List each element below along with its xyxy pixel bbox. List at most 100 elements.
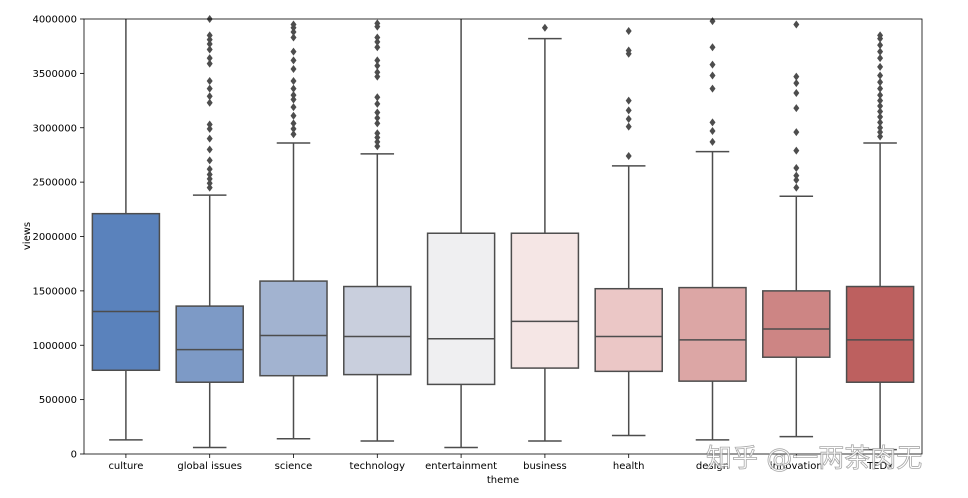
outlier-point: [374, 129, 381, 138]
x-tick-label: health: [613, 461, 645, 472]
outlier-point: [709, 17, 716, 26]
watermark-text: 知乎 @一两茶肉无: [706, 444, 922, 474]
outlier-point: [877, 54, 884, 63]
outlier-point: [625, 46, 632, 55]
outlier-point: [877, 128, 884, 137]
box-group-global-issues: [175, 15, 244, 449]
outlier-point: [374, 56, 381, 65]
outlier-point: [206, 156, 213, 165]
x-tick-label: science: [275, 461, 313, 472]
outlier-point: [290, 28, 297, 37]
outlier-point: [290, 111, 297, 120]
y-tick-label: 500000: [39, 395, 77, 406]
outlier-point: [374, 108, 381, 117]
outlier-point: [374, 93, 381, 102]
outlier-point: [793, 128, 800, 137]
x-tick-label: entertainment: [425, 461, 497, 472]
box-iqr: [343, 285, 412, 376]
outlier-point: [877, 107, 884, 116]
outlier-point: [709, 127, 716, 136]
outlier-point: [877, 47, 884, 56]
box-group-culture: [91, 19, 161, 441]
outlier-point: [206, 31, 213, 40]
outlier-point: [625, 26, 632, 35]
y-tick-label: 1500000: [32, 286, 77, 297]
x-tick-label: innovation: [770, 461, 823, 472]
x-tick-label: technology: [350, 461, 406, 472]
outlier-point: [793, 183, 800, 192]
x-tick-label: business: [523, 461, 567, 472]
y-axis-title: views: [22, 222, 33, 250]
outlier-point: [374, 68, 381, 77]
outlier-point: [877, 41, 884, 50]
box-group-entertainment: [426, 19, 496, 449]
box-group-design: [678, 17, 747, 441]
box-iqr: [175, 305, 244, 383]
outlier-point: [206, 170, 213, 179]
outlier-point: [206, 76, 213, 85]
box-layer: [91, 15, 915, 451]
outlier-point: [290, 103, 297, 112]
outlier-point: [709, 43, 716, 52]
outlier-point: [374, 137, 381, 146]
x-tick-label: design: [696, 461, 729, 472]
outlier-point: [206, 124, 213, 133]
outlier-point: [290, 119, 297, 128]
outlier-point: [877, 118, 884, 127]
outlier-point: [206, 134, 213, 143]
outlier-point: [290, 91, 297, 100]
y-tick-label: 2500000: [32, 178, 77, 189]
outlier-point: [793, 72, 800, 81]
box-iqr: [259, 280, 328, 377]
y-tick-label: 4000000: [32, 15, 77, 26]
outlier-point: [290, 47, 297, 56]
outlier-point: [374, 61, 381, 70]
outlier-point: [374, 37, 381, 46]
box-group-innovation: [762, 20, 831, 438]
outlier-point: [793, 88, 800, 97]
outlier-point: [206, 35, 213, 44]
x-tick-label: TEDx: [866, 461, 893, 472]
outlier-point: [625, 96, 632, 105]
y-axis: 0 500000 1000000 1500000 2000000 2500000 30000…: [32, 15, 84, 461]
box-group-technology: [343, 19, 412, 442]
y-tick-label: 0: [71, 450, 77, 461]
outlier-point: [877, 71, 884, 80]
outlier-point: [709, 137, 716, 146]
outlier-point: [206, 54, 213, 63]
box-group-tedx: [845, 31, 915, 451]
outlier-point: [877, 132, 884, 141]
outlier-point: [793, 146, 800, 155]
outlier-point: [793, 171, 800, 180]
outlier-point: [206, 165, 213, 174]
outlier-point: [877, 62, 884, 71]
outlier-point: [877, 102, 884, 110]
outlier-point: [625, 115, 632, 124]
y-tick-label: 3000000: [32, 123, 77, 134]
outlier-point: [374, 99, 381, 108]
x-axis-title: theme: [487, 475, 519, 486]
outlier-point: [793, 104, 800, 113]
outlier-point: [793, 79, 800, 88]
outlier-point: [206, 145, 213, 154]
x-axis: culture global issues science technology ent…: [108, 454, 893, 472]
outlier-point: [290, 56, 297, 65]
outlier-point: [877, 31, 884, 40]
box-group-science: [259, 20, 328, 440]
outlier-point: [877, 78, 884, 87]
outlier-point: [290, 65, 297, 74]
box-iqr: [510, 232, 580, 369]
y-tick-label: 2000000: [32, 232, 77, 243]
outlier-point: [374, 33, 381, 42]
box-group-health: [594, 26, 663, 437]
outlier-point: [793, 175, 800, 184]
outlier-point: [290, 76, 297, 85]
outlier-point: [206, 40, 213, 49]
outlier-point: [206, 120, 213, 129]
outlier-point: [206, 59, 213, 68]
y-tick-label: 1000000: [32, 341, 77, 352]
box-group-business: [510, 23, 580, 442]
y-tick-label: 3500000: [32, 69, 77, 80]
outlier-point: [206, 183, 213, 192]
